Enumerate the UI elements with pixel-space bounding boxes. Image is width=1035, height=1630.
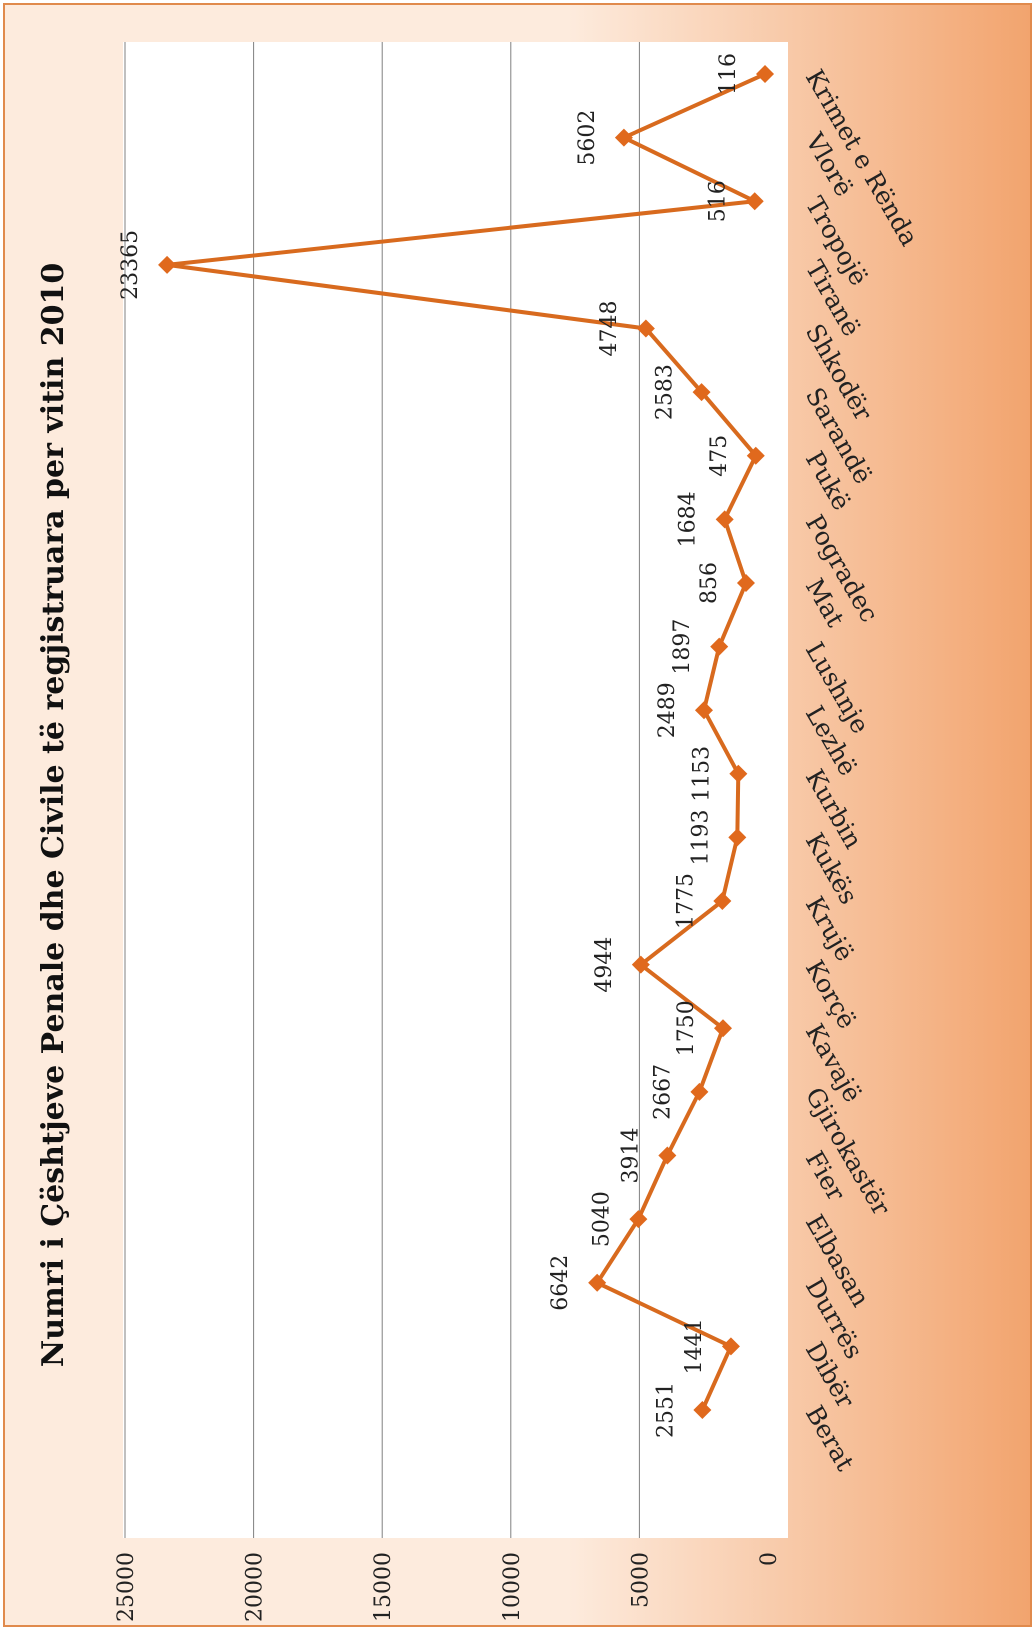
y-tick-label: 5000: [628, 1552, 653, 1608]
data-markers: [158, 65, 775, 1419]
data-marker: [694, 701, 713, 720]
data-marker: [631, 955, 650, 974]
data-label: 2551: [653, 1382, 678, 1438]
data-marker: [614, 128, 633, 147]
data-label: 1750: [674, 1000, 699, 1056]
y-tick-labels: 0 5000 10000 15000 20000 25000: [114, 1552, 782, 1622]
data-label: 4748: [597, 300, 622, 356]
data-marker: [693, 1401, 712, 1419]
y-tick-label: 25000: [114, 1552, 139, 1622]
data-marker: [658, 1146, 677, 1165]
series-line: [165, 72, 766, 1411]
data-marker: [158, 255, 177, 274]
y-tick-label: 20000: [243, 1552, 268, 1622]
y-tick-label: 0: [757, 1552, 782, 1566]
data-marker: [736, 573, 755, 592]
plot-area: [123, 42, 788, 1538]
data-marker: [721, 1337, 740, 1356]
data-label: 856: [697, 562, 722, 604]
data-label: 2489: [655, 682, 680, 738]
data-label: 23365: [118, 230, 143, 300]
data-marker: [729, 764, 748, 783]
data-label: 1897: [670, 619, 695, 675]
data-marker: [746, 446, 765, 465]
gridlines: [124, 42, 640, 1538]
data-marker: [713, 1019, 732, 1038]
y-tick-label: 15000: [371, 1552, 396, 1622]
data-label: 475: [707, 435, 732, 477]
data-marker: [636, 319, 655, 338]
data-label: 516: [706, 180, 731, 222]
data-marker: [710, 637, 729, 656]
data-marker: [728, 828, 747, 847]
data-label: 5040: [589, 1191, 614, 1247]
data-label: 1153: [689, 746, 714, 802]
chart-title: Numri i Çështjeve Penale dhe Civile të r…: [36, 263, 71, 1367]
data-marker: [756, 65, 775, 83]
data-marker: [690, 1082, 709, 1101]
data-label: 1441: [682, 1318, 707, 1374]
data-marker: [692, 383, 711, 402]
data-label: 116: [716, 53, 741, 95]
data-marker: [715, 510, 734, 529]
data-label: 3914: [618, 1128, 643, 1184]
data-label: 2583: [653, 364, 678, 420]
data-label: 1775: [673, 873, 698, 929]
data-label: 1193: [688, 809, 713, 865]
data-label: 5602: [575, 110, 600, 166]
data-marker: [629, 1210, 648, 1229]
data-marker: [713, 892, 732, 911]
data-label: 2667: [650, 1064, 675, 1120]
data-label: 6642: [548, 1255, 573, 1311]
data-marker: [745, 192, 764, 211]
data-label: 1684: [676, 491, 701, 547]
data-label: 4944: [592, 937, 617, 993]
data-marker: [588, 1273, 607, 1292]
y-tick-label: 10000: [500, 1552, 525, 1622]
